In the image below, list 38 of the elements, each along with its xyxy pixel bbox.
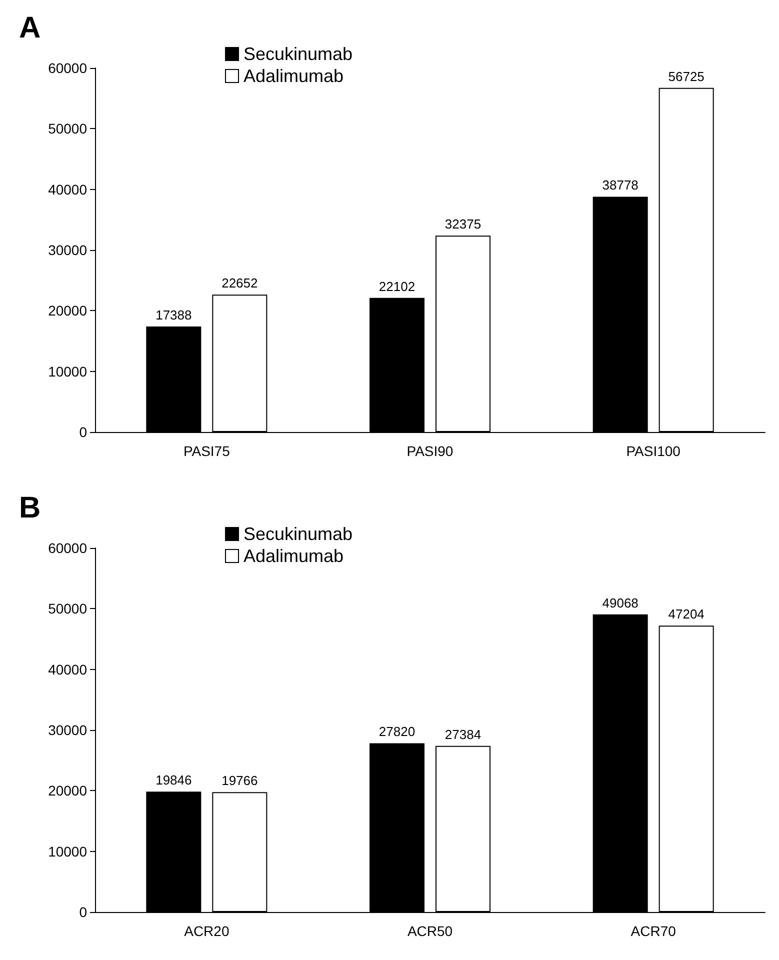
x-tick-label: PASI100	[626, 443, 681, 459]
chart-title: A	[19, 12, 41, 44]
data-label: 38778	[602, 178, 638, 193]
legend-label: Secukinumab	[244, 524, 353, 544]
y-tick-label: 50000	[48, 120, 88, 137]
y-tick-label: 30000	[48, 722, 88, 738]
data-label: 22102	[378, 278, 416, 294]
y-tick-label: 60000	[48, 60, 88, 76]
data-label: 32375	[444, 216, 482, 232]
y-tick-label: 0	[79, 904, 88, 920]
y-tick-label: 50000	[48, 600, 88, 617]
data-label: 19846	[156, 772, 192, 788]
data-label: 19766	[222, 773, 258, 788]
data-label: 22652	[222, 276, 258, 291]
x-tick-label: ACR70	[630, 923, 676, 939]
data-label: 27384	[444, 726, 482, 742]
y-tick-label: 60000	[48, 540, 88, 556]
legend-label: Adalimumab	[244, 66, 344, 86]
legend-label: Secukinumab	[244, 44, 353, 64]
y-tick-label: 20000	[48, 302, 88, 319]
y-tick-label: 40000	[48, 661, 88, 678]
y-tick-label: 40000	[48, 181, 88, 198]
x-tick-label: ACR20	[184, 923, 230, 939]
x-tick-label: PASI90	[406, 443, 454, 459]
data-label: 17388	[156, 308, 192, 323]
x-tick-label: ACR50	[407, 923, 453, 939]
legend-label: Adalimumab	[244, 546, 344, 566]
y-tick-label: 0	[79, 424, 88, 440]
chart-title: B	[19, 492, 41, 524]
data-label: 56725	[668, 68, 704, 84]
y-tick-label: 10000	[48, 843, 88, 860]
y-tick-label: 10000	[48, 363, 88, 380]
data-label: 49068	[602, 595, 638, 610]
data-label: 27820	[378, 724, 416, 740]
y-tick-label: 20000	[48, 782, 88, 799]
data-label: 47204	[668, 606, 704, 622]
y-tick-label: 30000	[48, 242, 88, 258]
x-tick-label: PASI75	[183, 443, 230, 459]
